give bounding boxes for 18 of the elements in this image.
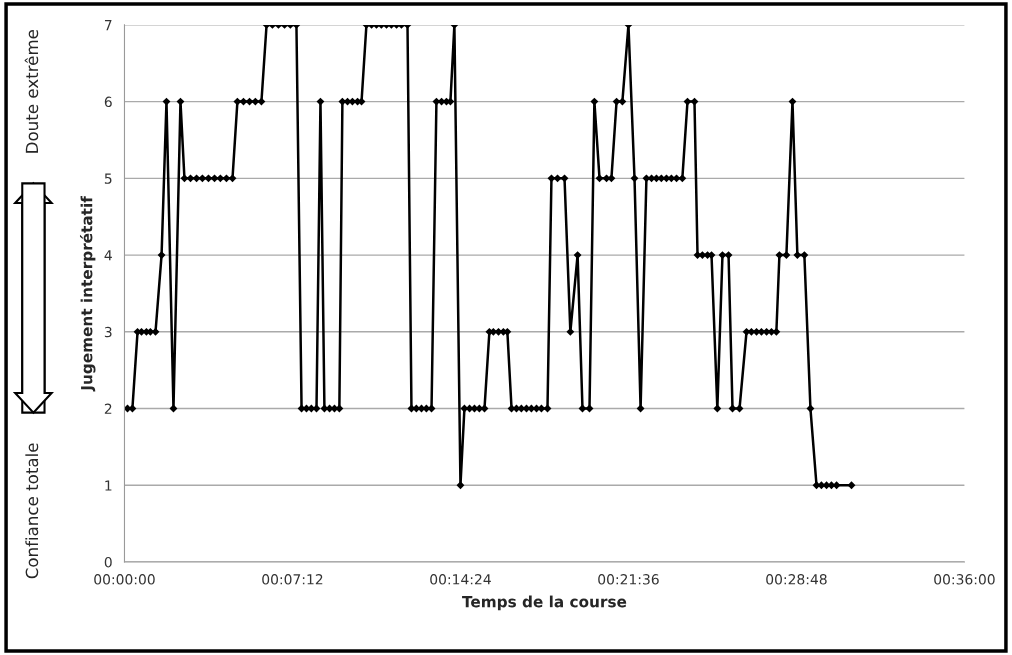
text: Doute extrême (24, 29, 39, 153)
y-tick-label: 0 (104, 556, 112, 568)
x-tick-label: 00:07:12 (262, 574, 323, 585)
x-tick-label: 00:28:48 (766, 574, 827, 585)
y-tick-label: 3 (104, 326, 112, 338)
x-tick-label: 00:21:36 (598, 574, 659, 585)
y-tick-label: 4 (104, 250, 112, 261)
text: Confiance totale (25, 443, 39, 579)
y-tick-label: 6 (104, 96, 112, 108)
y-tick-label: 1 (105, 480, 112, 491)
y-tick-label: 5 (104, 173, 112, 184)
x-tick-label: 00:00:00 (94, 574, 155, 585)
y-tick-label: 7 (104, 20, 112, 31)
y-axis-title: Jugement interprétatif (79, 196, 96, 392)
y-tick-label: 2 (104, 403, 112, 414)
x-tick-label: 00:14:24 (430, 574, 491, 585)
x-axis-title: Temps de la course (462, 595, 627, 611)
x-tick-label: 00:36:00 (934, 574, 995, 585)
